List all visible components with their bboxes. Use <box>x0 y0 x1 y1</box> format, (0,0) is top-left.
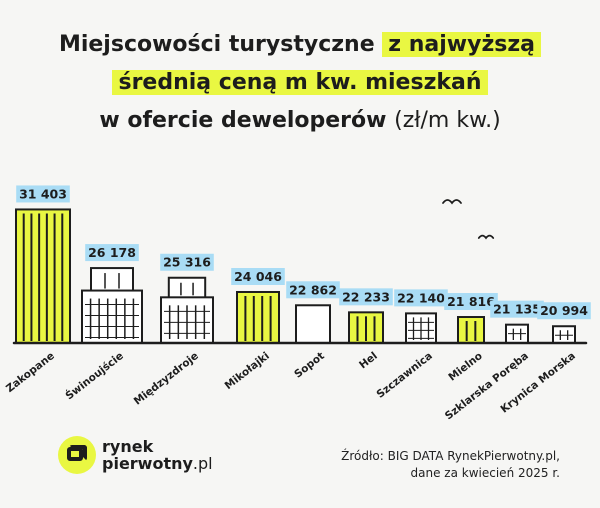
value-label-mielno: 21 816 <box>447 294 495 309</box>
category-label-szklarska-poręba: Szklarska Poręba <box>443 350 531 420</box>
logo-suffix: .pl <box>192 454 213 473</box>
source-line-2: dane za kwiecień 2025 r. <box>410 466 560 480</box>
bar-group-mielno: 21 816 Mielno <box>444 293 498 384</box>
category-label-międzyzdroje: Międzyzdroje <box>132 350 201 408</box>
logo: rynek pierwotny.pl <box>58 436 213 474</box>
title-line-3: w ofercie deweloperów (zł/m kw.) <box>99 108 501 133</box>
bar-group-świnoujście: 26 178 Świnoujście <box>63 244 143 402</box>
value-label-bg <box>231 267 285 285</box>
bars-layer: 31 403 Zakopane 26 178 Świnoujście 25 316 Mię… <box>4 185 591 420</box>
value-label-mikołajki: 24 046 <box>234 269 282 284</box>
category-label-mikołajki: Mikołajki <box>223 350 272 392</box>
bar-mielno <box>457 316 485 344</box>
bar-group-sopot: 22 862 Sopot <box>286 281 340 381</box>
bar-group-szczawnica: 22 140 Szczawnica <box>375 289 448 401</box>
bar-upper-świnoujście <box>90 267 134 294</box>
value-label-krynica-morska: 20 994 <box>540 303 588 318</box>
bar-zakopane <box>15 208 71 344</box>
value-label-bg <box>394 289 448 307</box>
value-label-bg <box>16 185 70 203</box>
bar-mikołajki <box>236 290 280 344</box>
logo-line-2: pierwotny <box>102 454 193 473</box>
chart-title: Miejscowości turystyczne z najwyższą śre… <box>0 26 600 140</box>
logo-mark-icon <box>58 436 96 474</box>
bar-group-mikołajki: 24 046 Mikołajki <box>223 267 285 392</box>
title-unit: (zł/m kw.) <box>394 108 501 133</box>
birds-decoration <box>442 199 495 240</box>
bar-upper-międzyzdroje <box>167 276 207 301</box>
value-label-sopot: 22 862 <box>289 282 337 297</box>
bar-group-międzyzdroje: 25 316 Międzyzdroje <box>132 253 214 408</box>
title-highlight-2: średnią ceną m kw. mieszkań <box>112 70 488 95</box>
category-label-szczawnica: Szczawnica <box>375 350 435 401</box>
source-note: Źródło: BIG DATA RynekPierwotny.pl, dane… <box>260 448 560 482</box>
value-label-szklarska-poręba: 21 135 <box>493 302 541 317</box>
bar-świnoujście <box>81 289 143 345</box>
bird-icon <box>442 199 462 205</box>
value-label-bg <box>85 244 139 262</box>
bar-group-zakopane: 31 403 Zakopane <box>4 185 71 395</box>
bar-krynica-morska <box>552 325 576 345</box>
category-label-świnoujście: Świnoujście <box>63 349 126 402</box>
bar-group-hel: 22 233 Hel <box>339 288 393 371</box>
source-line-1: Źródło: BIG DATA RynekPierwotny.pl, <box>341 449 560 463</box>
category-label-sopot: Sopot <box>292 350 327 381</box>
value-label-bg <box>286 281 340 299</box>
value-label-bg <box>537 302 591 320</box>
bird-icon <box>477 234 495 240</box>
bar-chart: 31 403 Zakopane 26 178 Świnoujście 25 316 Mię… <box>4 185 591 420</box>
title-line-2: średnią ceną m kw. mieszkań <box>0 64 600 102</box>
value-label-świnoujście: 26 178 <box>88 245 136 260</box>
title-highlight-1: z najwyższą <box>382 32 542 57</box>
bar-sopot <box>295 304 331 344</box>
title-line-1: Miejscowości turystyczne z najwyższą <box>0 26 600 64</box>
value-label-bg <box>444 293 498 311</box>
category-label-mielno: Mielno <box>446 350 484 384</box>
value-label-bg <box>490 300 544 318</box>
value-label-międzyzdroje: 25 316 <box>163 255 211 270</box>
value-label-bg <box>160 253 214 271</box>
logo-line-1: rynek <box>102 437 154 456</box>
category-label-hel: Hel <box>357 350 380 371</box>
value-label-zakopane: 31 403 <box>19 186 67 201</box>
category-label-zakopane: Zakopane <box>4 350 57 395</box>
value-label-bg <box>339 288 393 306</box>
value-label-szczawnica: 22 140 <box>397 290 445 305</box>
value-label-hel: 22 233 <box>342 289 390 304</box>
